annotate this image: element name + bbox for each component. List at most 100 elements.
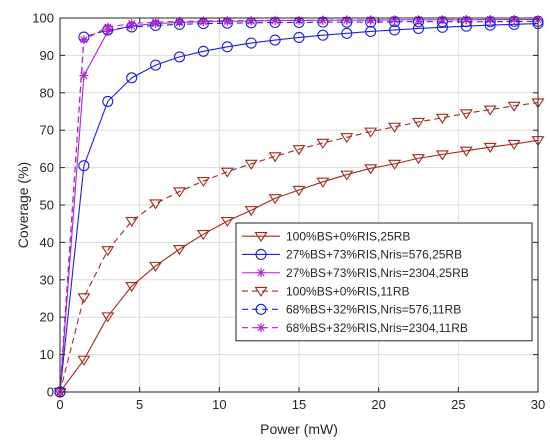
y-tick-label: 70 (40, 123, 54, 138)
legend-label: 27%BS+73%RIS,Nris=576,25RB (286, 248, 462, 262)
data-point (459, 146, 473, 157)
data-point (103, 22, 113, 32)
data-point (411, 117, 426, 128)
data-point (150, 59, 162, 71)
data-point (388, 159, 402, 170)
data-point (270, 15, 280, 25)
data-point (151, 17, 161, 27)
legend-label: 100%BS+0%RIS,11RB (286, 284, 410, 298)
y-tick-label: 40 (40, 235, 54, 250)
x-axis-label: Power (mW) (260, 421, 338, 437)
data-point (414, 15, 423, 25)
y-tick-label: 90 (40, 48, 54, 63)
data-point (246, 16, 256, 26)
x-tick-label: 25 (451, 397, 465, 412)
data-point (411, 154, 426, 165)
legend-entry: 68%BS+32%RIS,Nris=2304,11RB (242, 321, 468, 335)
data-point (126, 72, 138, 84)
data-point (78, 160, 90, 172)
data-point (198, 16, 208, 26)
legend-label: 27%BS+73%RIS,Nris=2304,25RB (286, 266, 469, 280)
data-point (220, 167, 234, 178)
legend-entry: 100%BS+0%RIS,25RB (242, 229, 410, 243)
y-tick-label: 80 (40, 85, 54, 100)
data-point (269, 34, 281, 46)
axes: 0 5 10 15 20 25 30 0 10 20 30 40 50 60 70 80 90 100 (32, 11, 545, 413)
x-tick-label: 30 (531, 397, 545, 412)
data-point (79, 35, 89, 45)
data-point (127, 19, 137, 29)
data-point (172, 187, 187, 198)
legend-label: 68%BS+32%RIS,Nris=2304,11RB (286, 321, 468, 335)
data-point (435, 113, 449, 124)
data-point (366, 15, 376, 25)
series-line (59, 139, 539, 393)
x-tick-label: 5 (136, 397, 143, 412)
data-point (365, 25, 377, 38)
y-tick-label: 60 (40, 160, 54, 175)
data-point (389, 24, 401, 36)
y-tick-label: 50 (40, 198, 54, 213)
legend-marker (254, 286, 268, 298)
data-point (268, 152, 282, 163)
data-point (101, 312, 115, 323)
data-point (197, 45, 209, 57)
data-point (340, 133, 354, 144)
data-point (245, 37, 257, 49)
y-tick-label: 30 (40, 272, 54, 287)
data-point (77, 355, 91, 366)
data-point (340, 170, 354, 181)
legend-entry: 68%BS+32%RIS,Nris=576,11RB (242, 303, 461, 317)
legend-entry: 27%BS+73%RIS,Nris=576,25RB (242, 248, 462, 262)
legend-entry: 27%BS+73%RIS,Nris=2304,25RB (242, 266, 469, 280)
data-point (316, 177, 330, 188)
data-point (292, 145, 306, 156)
legend: 100%BS+0%RIS,25RB 27%BS+73%RIS,Nris=576,2… (235, 222, 533, 342)
data-point (461, 14, 471, 24)
y-tick-label: 0 (47, 385, 54, 400)
x-tick-label: 0 (56, 397, 63, 412)
legend-marker (254, 232, 268, 243)
data-point (220, 216, 234, 228)
data-point (341, 27, 353, 39)
data-point (149, 261, 163, 272)
legend-label: 68%BS+32%RIS,Nris=576,11RB (286, 303, 461, 317)
legend-label: 100%BS+0%RIS,25RB (286, 229, 410, 243)
x-tick-label: 10 (212, 397, 226, 412)
data-point (268, 194, 282, 205)
data-point (388, 122, 402, 133)
data-point (483, 142, 497, 153)
data-point (125, 282, 139, 293)
data-point (79, 71, 89, 81)
data-point (390, 15, 400, 25)
legend-entry: 100%BS+0%RIS,11RB (242, 284, 410, 298)
data-point (316, 138, 330, 149)
y-tick-label: 100 (32, 11, 54, 26)
data-point (293, 31, 305, 43)
data-point (318, 15, 328, 25)
y-tick-label: 20 (40, 310, 54, 325)
data-point (125, 216, 139, 228)
data-point (483, 105, 497, 116)
series-4 (53, 98, 545, 398)
data-point (196, 176, 210, 188)
legend-marker (256, 323, 266, 333)
y-tick-label: 10 (40, 347, 54, 362)
data-point (173, 51, 186, 63)
legend-marker (255, 303, 267, 315)
series-line (59, 101, 539, 393)
y-axis-label: Coverage (%) (15, 162, 31, 248)
data-point (435, 150, 449, 161)
legend-box (235, 222, 533, 342)
legend-marker (255, 248, 267, 260)
data-point (222, 16, 232, 26)
data-point (172, 245, 187, 256)
data-point (292, 185, 306, 197)
data-point (485, 14, 495, 24)
legend-marker (256, 268, 266, 278)
data-point (102, 95, 114, 107)
x-tick-label: 20 (371, 397, 385, 412)
series-line (59, 23, 539, 393)
